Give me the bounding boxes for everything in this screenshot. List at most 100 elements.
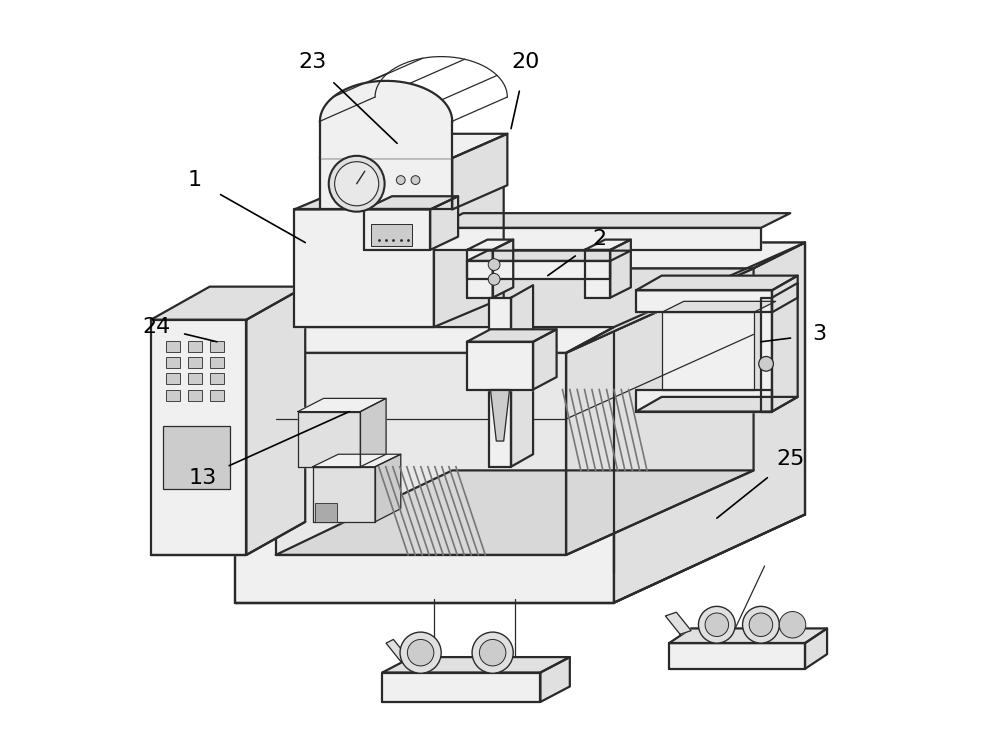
Polygon shape — [382, 657, 570, 673]
Bar — [210, 357, 224, 368]
Bar — [315, 503, 337, 522]
Polygon shape — [610, 240, 631, 298]
Polygon shape — [426, 243, 805, 268]
Polygon shape — [276, 470, 754, 555]
Bar — [188, 357, 202, 368]
Circle shape — [315, 300, 332, 318]
Circle shape — [743, 606, 779, 643]
Polygon shape — [360, 398, 386, 467]
Circle shape — [705, 613, 729, 637]
Polygon shape — [294, 209, 434, 327]
Polygon shape — [761, 298, 772, 412]
Polygon shape — [533, 329, 557, 390]
Text: 13: 13 — [188, 467, 216, 488]
Bar — [210, 341, 224, 352]
Text: 2: 2 — [592, 229, 606, 249]
Polygon shape — [434, 228, 761, 250]
Bar — [166, 373, 180, 384]
Polygon shape — [585, 240, 631, 250]
Polygon shape — [467, 261, 610, 279]
Polygon shape — [246, 287, 305, 555]
Polygon shape — [430, 196, 458, 250]
Polygon shape — [489, 298, 511, 467]
Text: 1: 1 — [188, 170, 202, 190]
Polygon shape — [669, 643, 805, 669]
Polygon shape — [320, 158, 452, 209]
Polygon shape — [298, 412, 360, 467]
Text: 23: 23 — [298, 52, 327, 73]
Text: 3: 3 — [813, 324, 827, 345]
Polygon shape — [511, 285, 533, 467]
Polygon shape — [467, 329, 557, 342]
Polygon shape — [636, 390, 772, 412]
Polygon shape — [566, 243, 805, 353]
Polygon shape — [662, 312, 754, 390]
Polygon shape — [467, 250, 493, 298]
Text: 24: 24 — [142, 317, 170, 337]
Polygon shape — [276, 353, 566, 555]
Polygon shape — [415, 636, 438, 662]
Bar — [210, 373, 224, 384]
Polygon shape — [434, 213, 790, 228]
Bar — [188, 373, 202, 384]
Polygon shape — [320, 81, 452, 158]
Bar — [166, 357, 180, 368]
Polygon shape — [490, 390, 510, 441]
Polygon shape — [467, 342, 533, 390]
Circle shape — [374, 300, 391, 318]
Polygon shape — [452, 134, 507, 209]
Polygon shape — [294, 180, 504, 209]
Polygon shape — [467, 251, 631, 261]
Circle shape — [698, 606, 735, 643]
Polygon shape — [151, 287, 305, 320]
Bar — [371, 224, 412, 246]
Polygon shape — [235, 327, 614, 353]
Polygon shape — [375, 454, 401, 522]
Polygon shape — [772, 283, 798, 412]
Bar — [188, 390, 202, 401]
Circle shape — [335, 162, 379, 206]
Polygon shape — [772, 276, 798, 312]
Circle shape — [779, 612, 806, 638]
Circle shape — [749, 613, 773, 637]
Polygon shape — [298, 398, 386, 412]
Polygon shape — [493, 240, 513, 298]
Circle shape — [488, 273, 500, 285]
Circle shape — [407, 639, 434, 666]
Bar — [210, 390, 224, 401]
Circle shape — [479, 639, 506, 666]
Polygon shape — [614, 243, 805, 603]
Polygon shape — [386, 639, 408, 662]
Circle shape — [759, 356, 773, 371]
Polygon shape — [566, 268, 754, 555]
Circle shape — [400, 632, 441, 673]
Polygon shape — [382, 673, 540, 702]
Polygon shape — [669, 628, 827, 643]
Bar — [188, 341, 202, 352]
Text: 20: 20 — [512, 52, 540, 73]
Polygon shape — [313, 467, 375, 522]
Polygon shape — [364, 196, 458, 209]
Bar — [163, 426, 230, 489]
Polygon shape — [636, 397, 798, 412]
Circle shape — [411, 176, 420, 184]
Polygon shape — [235, 243, 805, 327]
Polygon shape — [636, 290, 772, 312]
Polygon shape — [235, 327, 614, 603]
Polygon shape — [540, 657, 570, 702]
Circle shape — [396, 176, 405, 184]
Polygon shape — [467, 240, 513, 250]
Polygon shape — [662, 301, 776, 312]
Bar — [166, 390, 180, 401]
Polygon shape — [235, 316, 276, 353]
Polygon shape — [805, 628, 827, 669]
Polygon shape — [151, 320, 246, 555]
Bar — [166, 341, 180, 352]
Polygon shape — [320, 134, 507, 158]
Polygon shape — [434, 180, 504, 327]
Circle shape — [472, 632, 513, 673]
Circle shape — [488, 259, 500, 270]
Polygon shape — [585, 250, 610, 298]
Circle shape — [329, 156, 385, 212]
Polygon shape — [313, 454, 401, 467]
